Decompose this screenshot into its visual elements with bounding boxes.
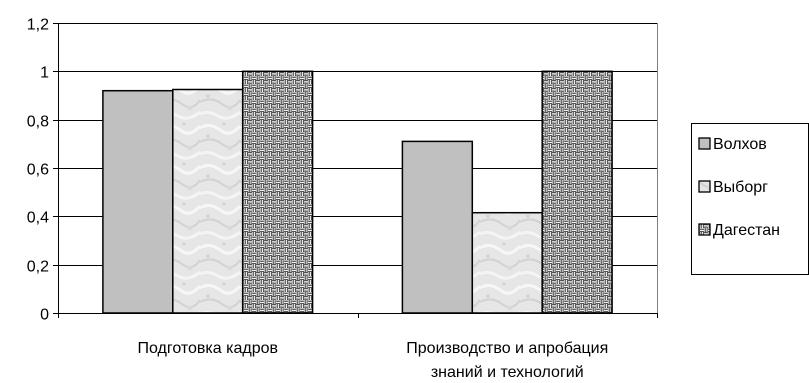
axes bbox=[58, 23, 658, 318]
bar-2-category-1 bbox=[172, 88, 244, 314]
bars bbox=[102, 70, 613, 314]
bar-1-category-2 bbox=[401, 140, 474, 314]
y-tick-label: 0,2 bbox=[27, 259, 49, 276]
legend: Волхов Выборг Дагестан bbox=[691, 123, 809, 275]
y-axis-ticks: 0 0,2 0,4 0,6 0,8 1 1,2 bbox=[27, 17, 58, 324]
x-axis-categories: Подготовка кадров Производство и апробаци… bbox=[137, 340, 608, 381]
bar-3-category-1 bbox=[241, 70, 314, 314]
bar-2-category-2 bbox=[471, 211, 543, 314]
x-category-label: Производство и апробация знаний и техноло… bbox=[406, 340, 608, 381]
legend-swatch bbox=[698, 223, 711, 236]
legend-box bbox=[691, 123, 809, 275]
y-tick-label: 0 bbox=[40, 307, 49, 324]
y-tick-label: 0,8 bbox=[27, 114, 49, 131]
x-category-label: Подготовка кадров bbox=[137, 340, 278, 357]
legend-label: Волхов bbox=[713, 136, 767, 153]
legend-label: Выборг bbox=[713, 179, 768, 196]
y-tick-label: 1,2 bbox=[27, 17, 49, 34]
legend-swatch bbox=[698, 137, 711, 150]
x-category-label-line: Подготовка кадров bbox=[137, 340, 278, 357]
bar-1-category-1 bbox=[102, 89, 174, 314]
legend-swatch bbox=[698, 180, 711, 193]
y-tick-label: 0,6 bbox=[27, 162, 49, 179]
y-tick-label: 0,4 bbox=[27, 210, 49, 227]
x-category-label-line: Производство и апробация bbox=[406, 340, 608, 357]
bar-3-category-2 bbox=[541, 70, 613, 314]
legend-label: Дагестан bbox=[713, 222, 780, 239]
x-category-label-line: знаний и технологий bbox=[431, 364, 584, 381]
y-tick-label: 1 bbox=[40, 65, 49, 82]
